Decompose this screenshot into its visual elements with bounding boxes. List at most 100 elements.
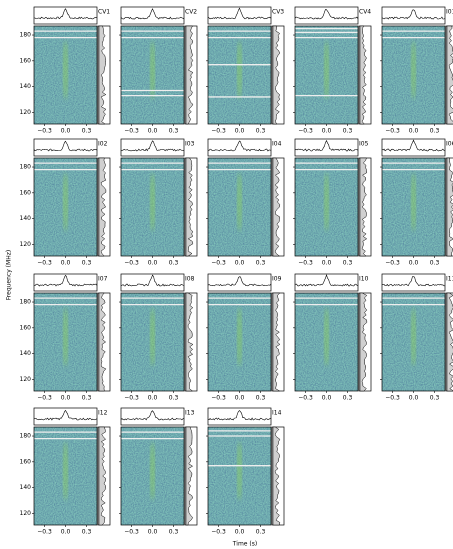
x-tick-label: 0.0 [322,128,332,135]
profile-frame [34,7,97,24]
profile-line [208,411,271,421]
x-tick-label: 0.0 [409,128,419,135]
spectrum [273,26,280,124]
x-tick-label: 0.3 [256,395,266,402]
x-tick-label: 0.0 [235,529,245,536]
spectrum [186,26,193,124]
x-tick-label: −0.3 [124,128,139,135]
x-tick-label: −0.3 [211,128,226,135]
profile-line [295,141,358,151]
y-tick-label: 120 [20,241,32,248]
profile-line [121,141,184,151]
pulse-streak [63,308,68,367]
profile-line [295,10,358,19]
y-tick-label: 120 [20,510,32,517]
x-tick-label: 0.3 [430,395,440,402]
spectrum [273,427,280,525]
pulse-streak [237,308,242,367]
x-tick-label: 0.0 [322,260,332,267]
panel-label: I03 [185,141,195,148]
y-tick-label: 140 [20,350,32,357]
spectrum [360,26,367,124]
panel-label: I05 [359,141,369,148]
x-tick-label: 0.0 [235,128,245,135]
x-tick-label: 0.3 [82,260,92,267]
x-tick-label: 0.3 [256,529,266,536]
panel-label: CV3 [272,9,284,16]
x-tick-label: −0.3 [124,260,139,267]
panel-label: I10 [359,276,369,283]
y-tick-label: 180 [20,433,32,440]
figure: Time (s) Frequency (MHz) CV1−0.30.00.312… [0,0,453,549]
x-axis-label: Time (s) [232,541,257,548]
pulse-streak [63,442,68,501]
y-tick-label: 140 [20,484,32,491]
x-tick-label: −0.3 [37,260,52,267]
x-tick-label: −0.3 [37,529,52,536]
x-tick-label: −0.3 [124,395,139,402]
x-tick-label: −0.3 [298,128,313,135]
x-tick-label: −0.3 [37,128,52,135]
x-tick-label: −0.3 [211,260,226,267]
pulse-streak [324,173,329,232]
panel-label: I07 [98,276,108,283]
y-tick-label: 120 [20,109,32,116]
pulse-streak [411,308,416,367]
x-tick-label: 0.0 [61,128,71,135]
x-tick-label: −0.3 [385,395,400,402]
profile-frame [121,139,184,156]
pulse-streak [150,308,155,367]
profile-line [121,9,184,19]
pulse-streak [237,173,242,232]
panel-label: I14 [272,410,282,417]
profile-line [295,275,358,286]
spectrum [99,427,106,525]
x-tick-label: 0.3 [430,128,440,135]
x-tick-label: 0.0 [322,395,332,402]
x-tick-label: 0.3 [169,529,179,536]
profile-frame [295,139,358,156]
pulse-streak [237,442,242,501]
panel-label: I09 [272,276,282,283]
pulse-streak [411,173,416,232]
x-tick-label: 0.3 [256,128,266,135]
panel-label: I12 [98,410,108,417]
spectrum [99,26,106,124]
profile-frame [382,139,445,156]
panel-label: I13 [185,410,195,417]
x-tick-label: 0.3 [169,260,179,267]
x-tick-label: −0.3 [298,395,313,402]
panel-label: CV4 [359,9,371,16]
profile-line [34,141,97,151]
spectrum [99,158,106,256]
y-axis-label: Frequency (MHz) [6,250,13,300]
profile-line [34,275,97,286]
x-tick-label: −0.3 [298,260,313,267]
pulse-streak [63,41,68,100]
profile-frame [208,7,271,24]
x-tick-label: −0.3 [211,395,226,402]
pulse-streak [63,173,68,232]
y-tick-label: 140 [20,215,32,222]
x-tick-label: 0.0 [61,260,71,267]
panel-label: CV2 [185,9,197,16]
x-tick-label: 0.3 [82,529,92,536]
profile-line [382,277,445,286]
x-tick-label: −0.3 [124,529,139,536]
profile-line [208,8,271,19]
pulse-streak [150,442,155,501]
profile-line [208,141,271,151]
x-tick-label: 0.0 [409,395,419,402]
y-tick-label: 160 [20,458,32,465]
spectrum [447,158,453,256]
x-tick-label: 0.0 [235,395,245,402]
x-tick-label: 0.3 [343,395,353,402]
y-tick-label: 180 [20,299,32,306]
x-tick-label: 0.0 [61,395,71,402]
x-tick-label: 0.3 [169,128,179,135]
spectrum [360,158,367,256]
spectrum [273,293,280,391]
profile-line [121,411,184,420]
x-tick-label: 0.3 [169,395,179,402]
profile-line [382,10,445,19]
